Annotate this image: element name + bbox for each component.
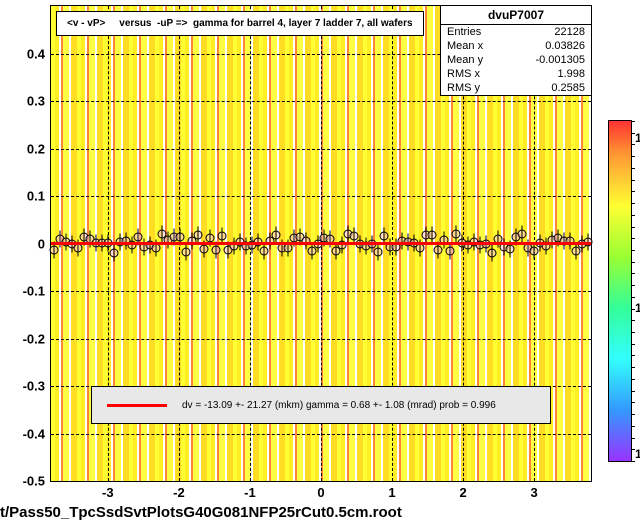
colorbar-label: 1	[635, 131, 640, 145]
stats-box: dvuP7007 Entries 22128 Mean x 0.03826 Me…	[440, 5, 592, 96]
profile-marker	[272, 230, 281, 239]
file-caption: t/Pass50_TpcSsdSvtPlotsG40G081NFP25rCut0…	[0, 504, 402, 521]
profile-marker	[308, 247, 317, 256]
y-tick-label: 0.1	[27, 189, 45, 204]
profile-marker	[530, 247, 539, 256]
stats-name: dvuP7007	[441, 6, 591, 25]
profile-marker	[506, 244, 515, 253]
stats-row-meanx: Mean x 0.03826	[441, 39, 591, 53]
profile-marker	[134, 232, 143, 241]
profile-marker	[110, 248, 119, 257]
x-tick-label: -3	[102, 485, 114, 500]
y-tick-label: -0.2	[23, 331, 45, 346]
x-tick-label: 3	[531, 485, 538, 500]
plot-title: <v - vP> versus -uP => gamma for barrel …	[67, 18, 413, 29]
profile-marker	[218, 231, 227, 240]
stats-row-entries: Entries 22128	[441, 25, 591, 39]
y-tick-label: 0.4	[27, 46, 45, 61]
colorbar-label: 10	[635, 447, 640, 461]
y-tick-label: -0.3	[23, 379, 45, 394]
plot-title-box: <v - vP> versus -uP => gamma for barrel …	[56, 11, 424, 36]
x-tick-label: -1	[244, 485, 256, 500]
profile-marker	[488, 248, 497, 257]
profile-marker	[374, 247, 383, 256]
x-tick-label: -2	[173, 485, 185, 500]
profile-marker	[260, 246, 269, 255]
fit-legend-box: dv = -13.09 +- 21.27 (mkm) gamma = 0.68 …	[91, 386, 551, 424]
y-tick-label: -0.5	[23, 474, 45, 489]
colorbar-label: 10	[635, 301, 640, 315]
y-tick-label: -0.4	[23, 426, 45, 441]
profile-marker	[212, 246, 221, 255]
y-tick-label: 0.2	[27, 141, 45, 156]
profile-marker	[200, 244, 209, 253]
stats-row-meany: Mean y -0.001305	[441, 53, 591, 67]
fit-legend-text: dv = -13.09 +- 21.27 (mkm) gamma = 0.68 …	[182, 400, 496, 411]
profile-marker	[182, 248, 191, 257]
profile-marker	[434, 246, 443, 255]
profile-marker	[152, 244, 161, 253]
profile-marker	[380, 231, 389, 240]
profile-marker	[50, 245, 59, 254]
legend-line-sample	[107, 404, 167, 407]
x-tick-label: 1	[388, 485, 395, 500]
stats-row-rmsx: RMS x 1.998	[441, 67, 591, 81]
profile-marker	[518, 230, 527, 239]
fit-line	[51, 242, 591, 245]
stats-row-rmsy: RMS y 0.2585	[441, 81, 591, 95]
y-tick-label: 0	[38, 236, 45, 251]
y-tick-label: -0.1	[23, 284, 45, 299]
plot-area: dv = -13.09 +- 21.27 (mkm) gamma = 0.68 …	[50, 5, 592, 482]
profile-marker	[176, 232, 185, 241]
profile-marker	[428, 230, 437, 239]
profile-marker	[194, 231, 203, 240]
profile-marker	[446, 247, 455, 256]
colorbar: 11010	[608, 120, 632, 462]
x-tick-label: 0	[317, 485, 324, 500]
y-tick-label: 0.3	[27, 94, 45, 109]
x-tick-label: 2	[459, 485, 466, 500]
profile-marker	[452, 230, 461, 239]
